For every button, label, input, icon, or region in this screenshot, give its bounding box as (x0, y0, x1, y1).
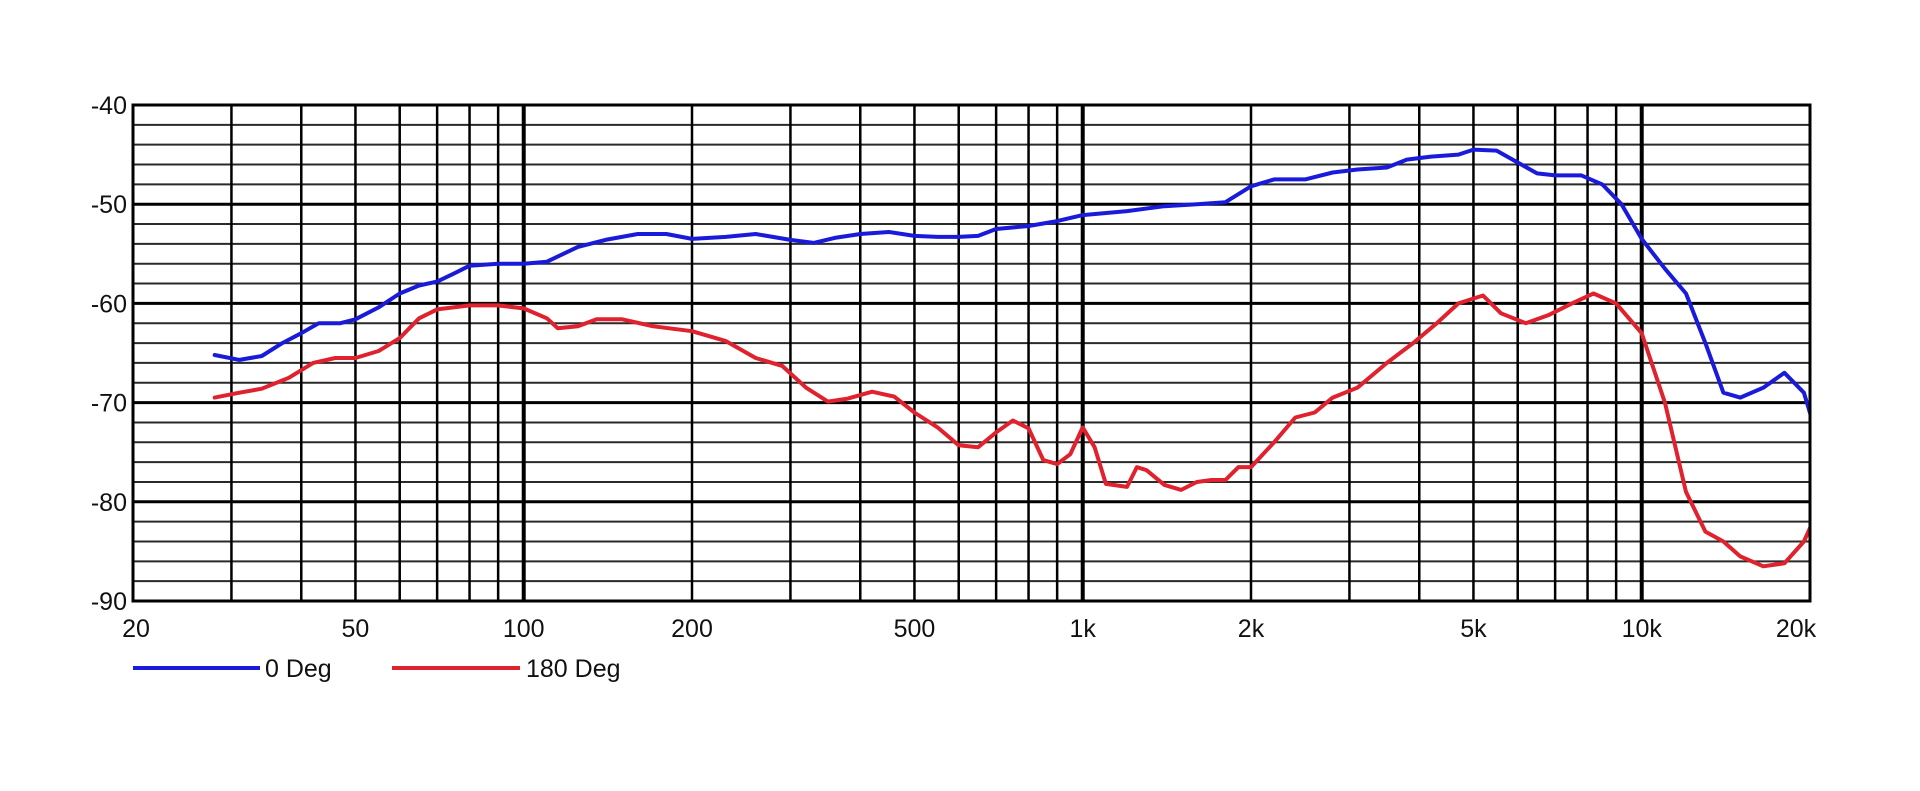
x-tick-label: 20 (122, 615, 150, 643)
y-tick-label: -50 (91, 191, 127, 219)
y-tick-label: -90 (91, 588, 127, 616)
y-tick-label: -60 (91, 290, 127, 318)
x-axis-ticks: 20 50 100 200 500 1k 2k 5k 10k 20k (122, 615, 1817, 643)
y-axis-ticks: -40 -50 -60 -70 -80 -90 (91, 92, 127, 616)
x-tick-label: 10k (1622, 615, 1663, 643)
plot-border (131, 103, 1812, 603)
x-tick-label: 50 (342, 615, 370, 643)
legend: 0 Deg 180 Deg (133, 655, 621, 683)
y-tick-label: -80 (91, 489, 127, 517)
x-tick-label: 500 (894, 615, 936, 643)
x-tick-label: 20k (1776, 615, 1817, 643)
legend-label-180-deg: 180 Deg (526, 655, 621, 683)
legend-label-0-deg: 0 Deg (265, 655, 332, 683)
series-layer (212, 147, 1810, 569)
x-tick-label: 1k (1070, 615, 1097, 643)
series-line-0-deg (212, 147, 1810, 420)
x-tick-label: 5k (1460, 615, 1487, 643)
y-tick-label: -40 (91, 92, 127, 120)
x-tick-label: 100 (503, 615, 545, 643)
series-line-180-deg (212, 291, 1810, 569)
y-tick-label: -70 (91, 390, 127, 418)
grid (133, 103, 1810, 603)
x-tick-label: 200 (671, 615, 713, 643)
x-tick-label: 2k (1238, 615, 1265, 643)
